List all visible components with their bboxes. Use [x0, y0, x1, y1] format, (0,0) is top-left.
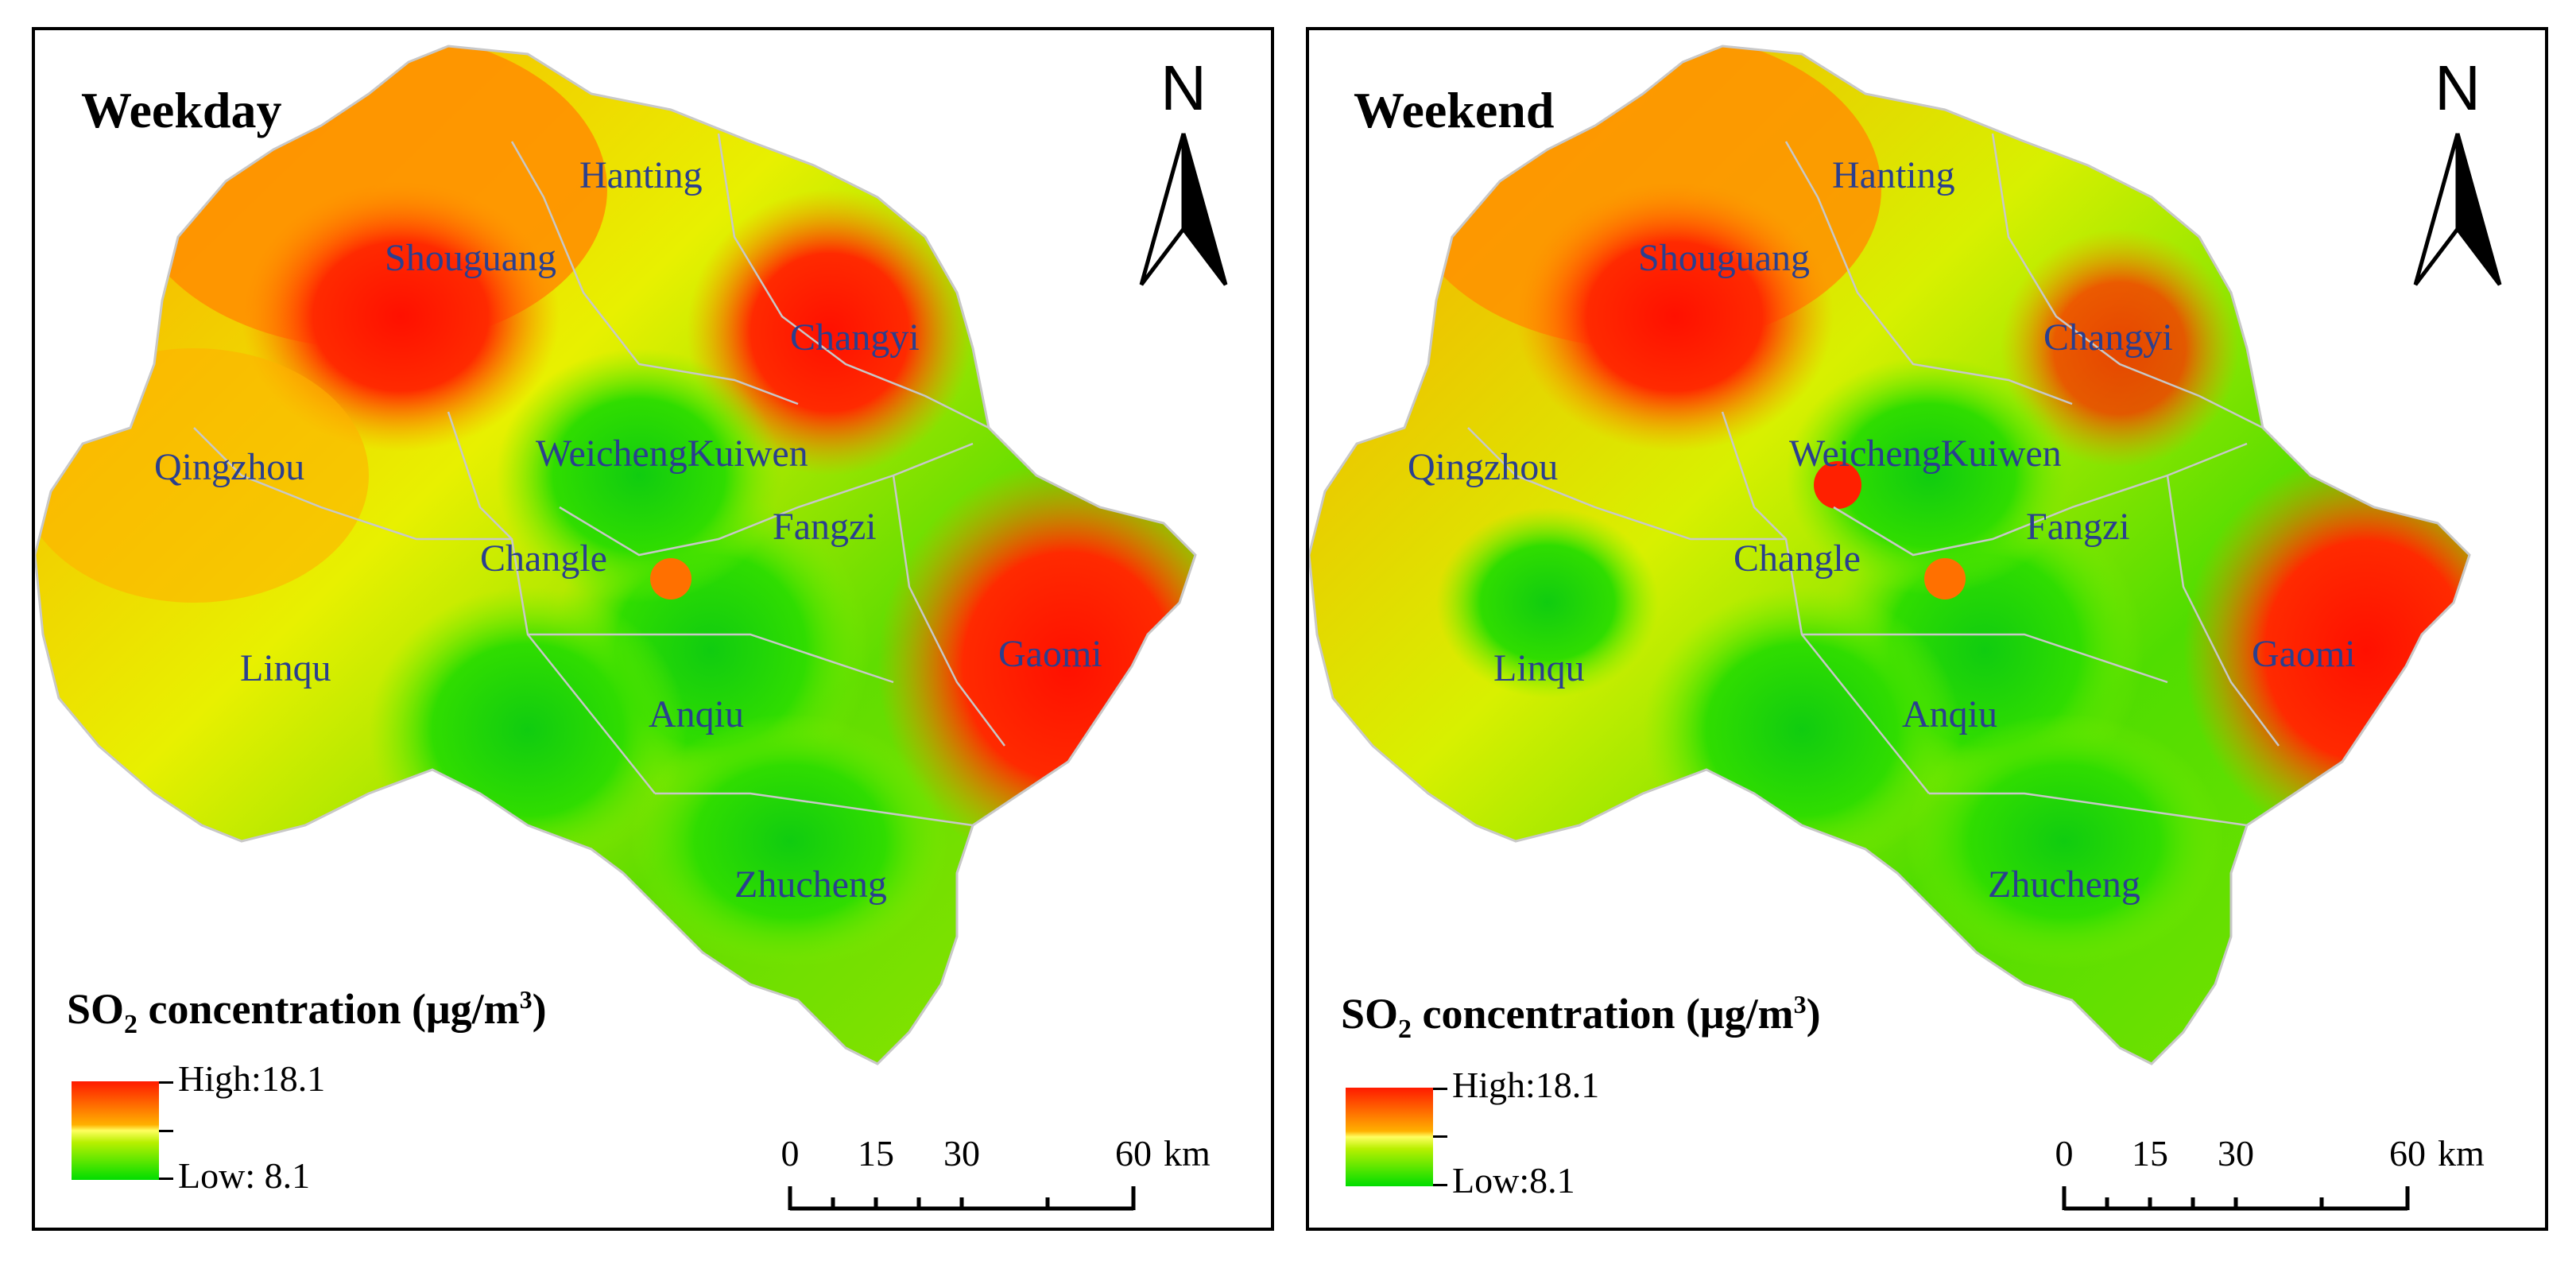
- district-boundaries: [1467, 133, 2280, 827]
- legend-high-label: High:18.1: [178, 1058, 326, 1099]
- scale-tick-0: 0: [2055, 1133, 2074, 1174]
- north-arrow-icon: N: [1139, 52, 1228, 286]
- district-labels: Hanting Shouguang Changyi Qingzhou Weich…: [154, 154, 1102, 906]
- scale-tick-60: 60: [2389, 1133, 2426, 1174]
- panel-title: Weekday: [81, 82, 282, 138]
- district-label-fangzi: Fangzi: [773, 506, 877, 548]
- scale-tick-60: 60: [1115, 1133, 1152, 1174]
- scale-unit: km: [2438, 1133, 2485, 1174]
- scale-tick-30: 30: [943, 1133, 980, 1174]
- district-label-anqiu: Anqiu: [1902, 693, 1997, 735]
- district-label-gaomi: Gaomi: [998, 633, 1102, 675]
- district-label-changyi: Changyi: [2043, 316, 2173, 359]
- district-labels: Hanting Shouguang Changyi Qingzhou Weich…: [1408, 154, 2356, 906]
- district-label-qingzhou: Qingzhou: [154, 446, 304, 488]
- district-label-fangzi: Fangzi: [2026, 506, 2130, 548]
- weekend-map: Hanting Shouguang Changyi Qingzhou Weich…: [1309, 45, 2471, 1065]
- region-outline: [1309, 45, 2471, 1065]
- district-label-linqu: Linqu: [240, 647, 331, 689]
- scale-tick-15: 15: [858, 1133, 894, 1174]
- scale-tick-15: 15: [2132, 1133, 2168, 1174]
- district-label-weichengkuiwen: WeichengKuiwen: [536, 433, 808, 475]
- legend-title: SO2 concentration (μg/m3): [67, 985, 547, 1039]
- legend-low-label: Low: 8.1: [178, 1155, 311, 1196]
- district-label-changle: Changle: [480, 537, 607, 580]
- district-label-weichengkuiwen: WeichengKuiwen: [1789, 433, 2062, 475]
- district-label-shouguang: Shouguang: [1638, 237, 1810, 279]
- legend-low-label: Low:8.1: [1452, 1160, 1575, 1201]
- scale-unit: km: [1164, 1133, 1211, 1174]
- district-label-gaomi: Gaomi: [2252, 633, 2356, 675]
- district-label-linqu: Linqu: [1493, 647, 1585, 689]
- weekend-map-panel: Hanting Shouguang Changyi Qingzhou Weich…: [1306, 27, 2548, 1231]
- district-label-hanting: Hanting: [1832, 154, 1955, 196]
- north-label: N: [1160, 52, 1207, 123]
- district-label-zhucheng: Zhucheng: [1988, 863, 2140, 906]
- district-label-changle: Changle: [1733, 537, 1861, 580]
- district-label-zhucheng: Zhucheng: [734, 863, 887, 906]
- north-label: N: [2435, 52, 2481, 123]
- district-boundaries: [193, 133, 1005, 827]
- color-ramp: [1346, 1088, 1433, 1186]
- district-label-qingzhou: Qingzhou: [1408, 446, 1558, 488]
- region-outline: [35, 45, 1197, 1065]
- scale-tick-30: 30: [2218, 1133, 2254, 1174]
- scale-tick-0: 0: [781, 1133, 800, 1174]
- scale-bar: 0 15 30 60 km: [2055, 1133, 2485, 1211]
- weekday-map-panel: Hanting Shouguang Changyi Qingzhou Weich…: [32, 27, 1274, 1231]
- district-label-hanting: Hanting: [579, 154, 703, 196]
- panel-title: Weekend: [1354, 82, 1555, 138]
- weekday-map: Hanting Shouguang Changyi Qingzhou Weich…: [35, 45, 1197, 1065]
- scale-bar: 0 15 30 60 km: [781, 1133, 1211, 1211]
- district-label-changyi: Changyi: [790, 316, 920, 359]
- district-label-anqiu: Anqiu: [649, 693, 744, 735]
- color-ramp: [72, 1081, 159, 1180]
- legend-high-label: High:18.1: [1452, 1065, 1600, 1105]
- north-arrow-icon: N: [2413, 52, 2502, 286]
- district-label-shouguang: Shouguang: [385, 237, 556, 279]
- legend-title: SO2 concentration (μg/m3): [1341, 990, 1821, 1044]
